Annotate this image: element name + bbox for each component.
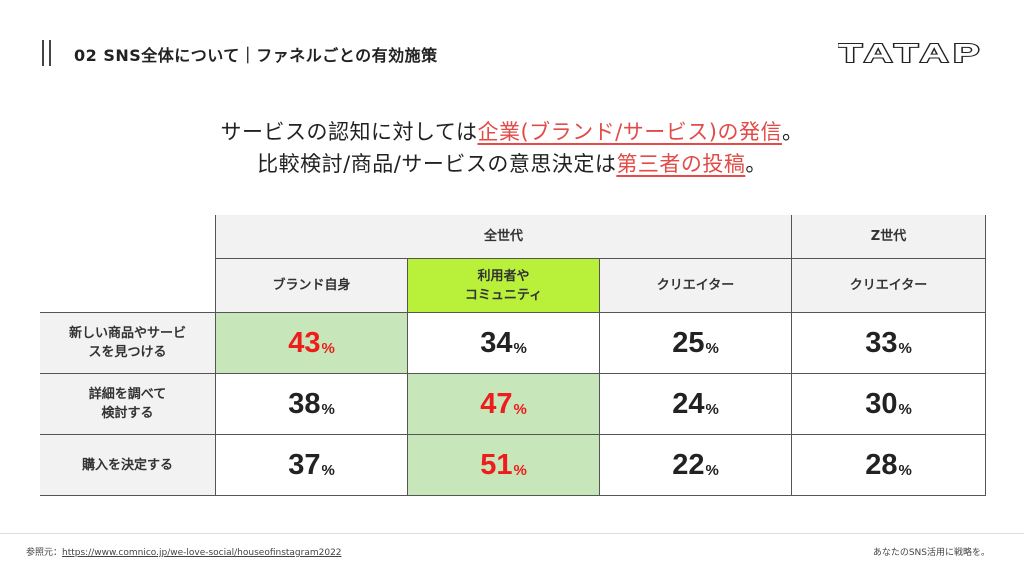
column-header-creator: クリエイター <box>600 259 792 313</box>
value-unit: % <box>705 461 719 479</box>
headline-text: 。 <box>781 120 804 144</box>
row-label-discover: 新しい商品やサービ スを見つける <box>40 313 216 374</box>
value-unit: % <box>513 400 527 418</box>
value-cell: 34% <box>408 313 600 374</box>
value-unit: % <box>898 339 912 357</box>
value-number: 25 <box>672 326 705 359</box>
headline-line-1: サービスの認知に対しては企業(ブランド/サービス)の発信。 <box>0 116 1024 146</box>
column-header-brand: ブランド自身 <box>216 259 408 313</box>
value-unit: % <box>898 400 912 418</box>
value-number: 24 <box>672 387 705 420</box>
value-cell: 30% <box>792 374 986 435</box>
headline-highlight: 企業(ブランド/サービス)の発信 <box>477 120 782 144</box>
table-corner <box>40 215 216 313</box>
row-label-purchase: 購入を決定する <box>40 435 216 496</box>
value-number: 38 <box>288 387 321 420</box>
group-header-gen-z: Z世代 <box>792 215 986 259</box>
source-label: 参照元： <box>26 548 63 558</box>
value-number: 51 <box>480 448 513 481</box>
value-cell: 25% <box>600 313 792 374</box>
value-unit: % <box>705 400 719 418</box>
section-title: 02 SNS全体について｜ファネルごとの有効施策 <box>74 46 438 65</box>
value-unit: % <box>705 339 719 357</box>
value-cell: 47% <box>408 374 600 435</box>
column-header-community: 利用者や コミュニティ <box>408 259 600 313</box>
value-number: 47 <box>480 387 513 420</box>
section-marker-icon <box>40 40 54 66</box>
value-number: 34 <box>480 326 513 359</box>
value-cell: 51% <box>408 435 600 496</box>
value-number: 43 <box>288 326 321 359</box>
headline-text: 。 <box>745 152 767 176</box>
group-header-all-generations: 全世代 <box>216 215 792 259</box>
value-unit: % <box>321 339 335 357</box>
value-number: 33 <box>865 326 898 359</box>
value-cell: 33% <box>792 313 986 374</box>
value-cell: 38% <box>216 374 408 435</box>
value-number: 30 <box>865 387 898 420</box>
value-cell: 22% <box>600 435 792 496</box>
value-unit: % <box>321 461 335 479</box>
headline-text: サービスの認知に対しては <box>220 120 478 144</box>
value-number: 28 <box>865 448 898 481</box>
headline-line-2: 比較検討/商品/サービスの意思決定は第三者の投稿。 <box>0 148 1024 178</box>
value-unit: % <box>513 339 527 357</box>
tatap-logo: TATAP <box>838 40 984 64</box>
value-cell: 37% <box>216 435 408 496</box>
value-cell: 43% <box>216 313 408 374</box>
source-link[interactable]: https://www.comnico.jp/we-love-social/ho… <box>62 548 342 558</box>
value-number: 22 <box>672 448 705 481</box>
value-unit: % <box>321 400 335 418</box>
footer-tagline: あなたのSNS活用に戦略を。 <box>872 548 990 558</box>
svg-text:TATAP: TATAP <box>838 40 984 64</box>
headline-text: 比較検討/商品/サービスの意思決定は <box>257 152 617 176</box>
value-cell: 28% <box>792 435 986 496</box>
footer-divider <box>0 533 1024 534</box>
funnel-comparison-table: 全世代 Z世代 ブランド自身 利用者や コミュニティ クリエイター クリエイター… <box>40 215 986 496</box>
headline-highlight: 第三者の投稿 <box>616 152 746 176</box>
value-cell: 24% <box>600 374 792 435</box>
value-unit: % <box>898 461 912 479</box>
value-number: 37 <box>288 448 321 481</box>
column-header-creator-gen-z: クリエイター <box>792 259 986 313</box>
source-reference: 参照元：https://www.comnico.jp/we-love-socia… <box>26 545 342 558</box>
value-unit: % <box>513 461 527 479</box>
row-label-research: 詳細を調べて 検討する <box>40 374 216 435</box>
